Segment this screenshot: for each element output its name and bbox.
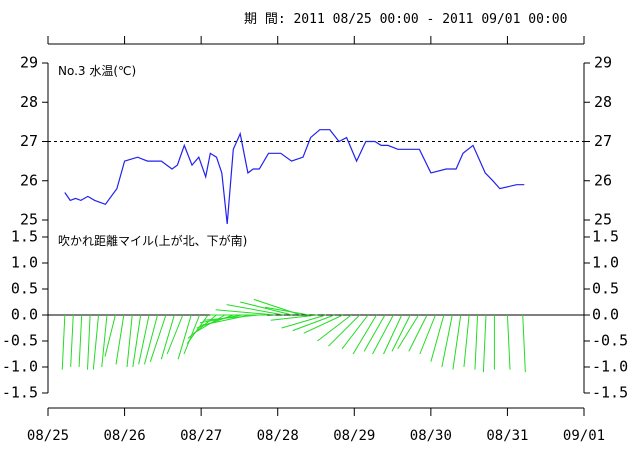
x-tick-label: 08/25	[27, 428, 69, 444]
wind-vector	[452, 314, 462, 370]
wind-vector	[177, 314, 192, 360]
wind-vector	[104, 314, 116, 357]
wind-vector	[419, 314, 436, 355]
wind-tick-label-left: -1.5	[2, 384, 38, 402]
wind-tick-label-right: -1.0	[592, 358, 628, 376]
wind-tick-label-right: -0.5	[592, 332, 628, 350]
wind-tick-label-right: 1.5	[592, 228, 619, 246]
wind-vector	[341, 314, 369, 350]
temp-tick-label-left: 29	[20, 54, 38, 72]
wind-tick-label-left: -0.5	[2, 332, 38, 350]
wind-vector	[474, 314, 479, 370]
wind-vector	[264, 306, 310, 316]
wind-tick-label-right: 0.0	[592, 306, 619, 324]
wind-vector	[352, 314, 377, 355]
wind-vector	[203, 314, 259, 321]
wind-vector	[328, 314, 360, 347]
wind-vector	[183, 314, 201, 355]
wind-vector	[506, 314, 511, 370]
wind-vector	[441, 314, 453, 368]
wind-vector	[372, 314, 394, 355]
wind-vector	[87, 314, 91, 370]
wind-vector	[101, 314, 108, 368]
wind-panel-title: 吹かれ距離マイル(上が北、下が南)	[58, 234, 248, 248]
wind-vector	[463, 314, 470, 368]
wind-vector	[160, 314, 175, 360]
wind-vector	[363, 314, 386, 352]
wind-vector	[132, 314, 142, 368]
wind-vector	[126, 314, 133, 368]
wind-vector	[430, 314, 445, 362]
wind-vector	[78, 314, 83, 368]
wind-vector	[149, 314, 167, 362]
temp-tick-label-left: 26	[20, 171, 38, 189]
temp-tick-label-right: 26	[594, 171, 612, 189]
wind-vector	[196, 314, 234, 329]
wind-tick-label-left: 0.5	[11, 280, 38, 298]
wind-vector	[92, 314, 100, 370]
wind-tick-label-left: 1.0	[11, 254, 38, 272]
wind-vector	[522, 314, 526, 373]
wind-vector	[482, 314, 487, 373]
wind-tick-label-left: -1.0	[2, 358, 38, 376]
wind-vector	[391, 314, 411, 352]
x-tick-label: 08/27	[180, 428, 222, 444]
temperature-panel-title: No.3 水温(℃)	[58, 64, 137, 78]
temp-tick-label-left: 27	[20, 132, 38, 150]
wind-tick-label-left: 0.0	[11, 306, 38, 324]
temp-tick-label-right: 28	[594, 93, 612, 111]
wind-vector	[115, 314, 125, 365]
wind-vector	[383, 314, 403, 355]
x-tick-label: 09/01	[563, 428, 605, 444]
wind-vector	[397, 314, 420, 350]
wind-vector	[408, 314, 428, 352]
temp-tick-label-right: 27	[594, 132, 612, 150]
period-label: 期 間:	[244, 12, 286, 27]
wind-vector	[166, 314, 184, 355]
period-range: 2011 08/25 00:00 - 2011 09/01 00:00	[293, 12, 568, 27]
wind-tick-label-right: 1.0	[592, 254, 619, 272]
temp-tick-label-right: 25	[594, 211, 612, 229]
x-tick-label: 08/29	[333, 428, 375, 444]
temp-tick-label-left: 28	[20, 93, 38, 111]
period-header: 期 間: 2011 08/25 00:00 - 2011 09/01 00:00	[244, 8, 624, 27]
wind-vector	[317, 314, 352, 342]
wind-vector	[281, 314, 327, 329]
wind-vector	[215, 309, 276, 316]
wind-vector	[303, 314, 344, 334]
wind-vector	[187, 314, 217, 339]
wind-vector	[70, 314, 74, 368]
wind-tick-label-right: -1.5	[592, 384, 628, 402]
wind-vector	[270, 314, 318, 321]
wind-vector	[240, 301, 293, 316]
wind-tick-label-left: 1.5	[11, 228, 38, 246]
x-tick-label: 08/30	[410, 428, 452, 444]
x-tick-label: 08/28	[257, 428, 299, 444]
wind-vector	[292, 314, 335, 332]
wind-vector	[138, 314, 150, 365]
wind-tick-label-right: 0.5	[592, 280, 619, 298]
x-tick-label: 08/31	[486, 428, 528, 444]
temp-tick-label-right: 29	[594, 54, 612, 72]
wind-vector	[144, 314, 158, 365]
wind-vector	[61, 314, 66, 370]
temp-tick-label-left: 25	[20, 211, 38, 229]
temperature-series-line	[64, 129, 525, 224]
x-tick-label: 08/26	[103, 428, 145, 444]
wind-vector	[226, 304, 284, 316]
